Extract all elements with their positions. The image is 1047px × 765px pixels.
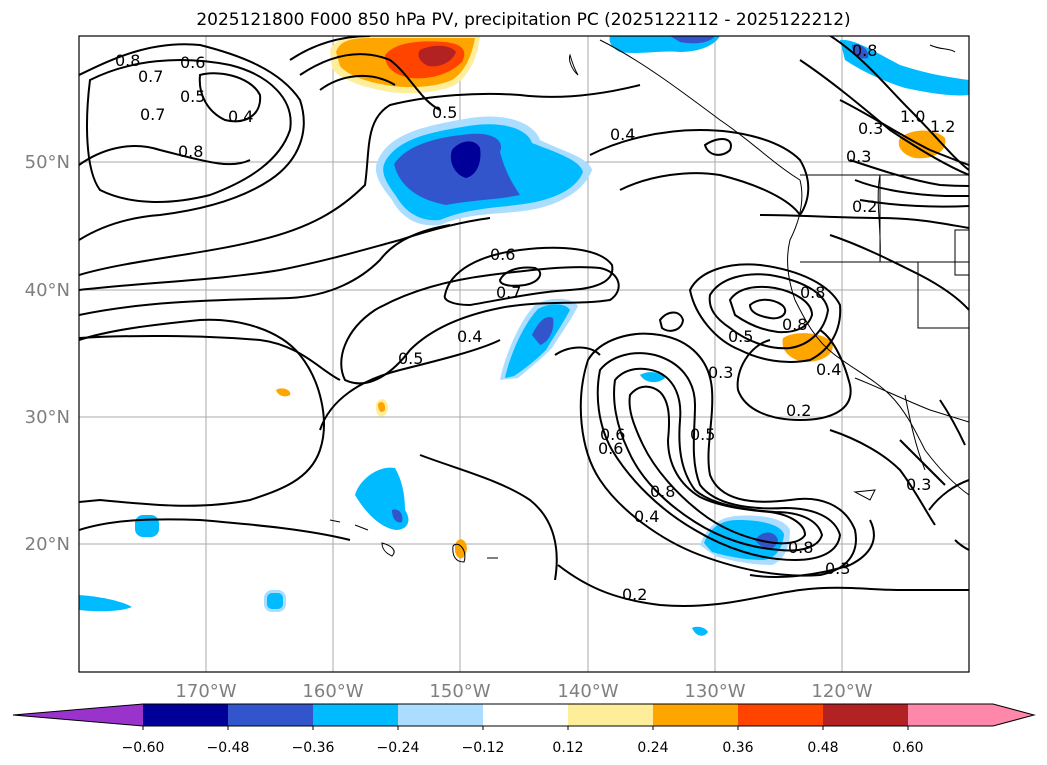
contour-label: 0.4 <box>610 125 635 144</box>
lat-label: 20°N <box>25 534 70 555</box>
contour-label: 1.2 <box>930 117 955 136</box>
contour-label: 0.4 <box>816 360 841 379</box>
contour-label: 0.2 <box>852 197 877 216</box>
colorbar-tick-label: −0.24 <box>377 740 420 756</box>
lon-label: 140°W <box>557 681 618 702</box>
lon-label: 170°W <box>175 681 236 702</box>
contour-label: 0.6 <box>600 425 625 444</box>
contour-label: 0.8 <box>178 142 203 161</box>
colorbar-tick-label: −0.48 <box>207 740 250 756</box>
contour-label: 0.6 <box>180 53 205 72</box>
contour-label: 0.5 <box>690 425 715 444</box>
lon-label: 120°W <box>811 681 872 702</box>
contour-label: 0.4 <box>457 327 482 346</box>
contour-label: 0.4 <box>228 107 253 126</box>
contour-label: 0.3 <box>825 559 850 578</box>
colorbar-segment <box>823 704 908 726</box>
axis-labels: 170°W 160°W 150°W 140°W 130°W 120°W 50°N… <box>25 152 873 702</box>
contour-label: 0.8 <box>115 51 140 70</box>
colorbar-segment <box>228 704 313 726</box>
contour-label: 0.8 <box>788 538 813 557</box>
contour-label: 0.5 <box>728 327 753 346</box>
contour-label: 1.0 <box>900 107 925 126</box>
colorbar-tick-label: 0.60 <box>892 740 923 756</box>
lat-label: 40°N <box>25 280 70 301</box>
colorbar-tick-label: 0.24 <box>637 740 668 756</box>
colorbar-segment <box>483 704 568 726</box>
lat-label: 50°N <box>25 152 70 173</box>
contour-label: 0.8 <box>800 283 825 302</box>
contour-label: 0.8 <box>852 41 877 60</box>
colorbar-tick-label: −0.36 <box>292 740 335 756</box>
contour-label: 0.7 <box>138 67 163 86</box>
colorbar-segment <box>398 704 483 726</box>
colorbar: −0.60 −0.48 −0.36 −0.24 −0.12 0.12 0.24 0.36 0.4… <box>12 703 1036 756</box>
lon-label: 150°W <box>429 681 490 702</box>
lon-label: 160°W <box>302 681 363 702</box>
colorbar-segment <box>143 704 228 726</box>
pv-contours <box>79 36 969 607</box>
contour-label: 0.4 <box>634 507 659 526</box>
contour-label: 0.7 <box>496 283 521 302</box>
colorbar-segment <box>653 704 738 726</box>
colorbar-segment <box>568 704 653 726</box>
colorbar-segment <box>908 704 993 726</box>
contour-label: 0.3 <box>906 475 931 494</box>
chart-title: 2025121800 F000 850 hPa PV, precipitatio… <box>196 10 851 30</box>
colorbar-tick-label: −0.60 <box>122 740 165 756</box>
lat-label: 30°N <box>25 407 70 428</box>
colorbar-segment <box>738 704 823 726</box>
lon-label: 130°W <box>684 681 745 702</box>
contour-label: 0.8 <box>782 315 807 334</box>
map-frame <box>78 35 970 673</box>
coastlines <box>329 39 969 563</box>
contour-label: 0.8 <box>650 482 675 501</box>
colorbar-tick-label: 0.48 <box>807 740 838 756</box>
contour-label: 0.3 <box>858 119 883 138</box>
contour-label: 0.3 <box>708 363 733 382</box>
contour-label: 0.6 <box>490 245 515 264</box>
colorbar-tick-label: −0.12 <box>462 740 505 756</box>
contour-label: 0.6 <box>598 439 623 458</box>
colorbar-extend-max <box>993 704 1034 726</box>
contour-label: 0.2 <box>786 401 811 420</box>
contour-label: 0.3 <box>846 147 871 166</box>
contour-label: 0.7 <box>140 105 165 124</box>
contour-labels: 0.8 0.7 0.6 0.5 0.4 0.7 0.8 0.5 0.4 0.6 … <box>115 41 955 604</box>
contour-label: 0.5 <box>432 103 457 122</box>
contour-label: 0.2 <box>622 585 647 604</box>
colorbar-extend-min <box>13 704 143 726</box>
colorbar-tick-label: 0.36 <box>722 740 753 756</box>
colorbar-tick-label: 0.12 <box>552 740 583 756</box>
colorbar-segment <box>313 704 398 726</box>
contour-label: 0.5 <box>398 349 423 368</box>
contour-label: 0.5 <box>180 87 205 106</box>
